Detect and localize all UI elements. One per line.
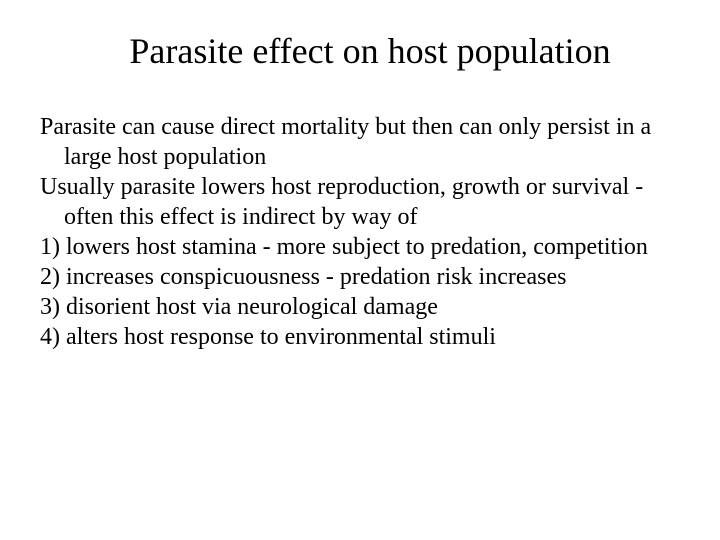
body-list-item-2: 2) increases conspicuousness - predation… <box>40 262 680 292</box>
slide-body: Parasite can cause direct mortality but … <box>40 112 680 352</box>
body-list-item-4: 4) alters host response to environmental… <box>40 322 680 352</box>
body-list-item-3: 3) disorient host via neurological damag… <box>40 292 680 322</box>
body-list-item-1: 1) lowers host stamina - more subject to… <box>40 232 680 262</box>
body-paragraph-2: Usually parasite lowers host reproductio… <box>40 172 680 232</box>
slide-title: Parasite effect on host population <box>40 30 680 72</box>
body-paragraph-1: Parasite can cause direct mortality but … <box>40 112 680 172</box>
slide: Parasite effect on host population Paras… <box>0 0 720 540</box>
